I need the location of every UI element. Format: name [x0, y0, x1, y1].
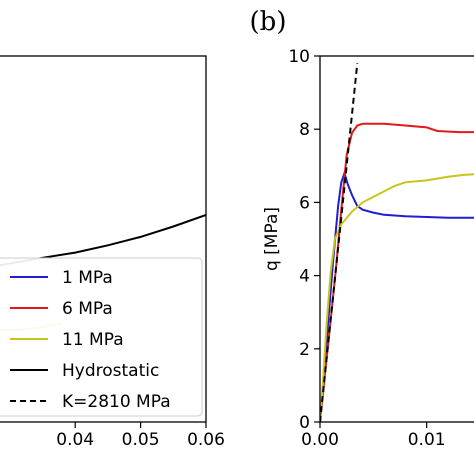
- right-x-tick-label: 0.01: [408, 430, 446, 450]
- right-y-tick-label: 6: [299, 193, 310, 213]
- left-plot-frame: [0, 55, 207, 423]
- right-plot-frame: [319, 55, 474, 423]
- right-y-axis: 0 2 4 6 8 10: [288, 47, 320, 433]
- legend: 1 MPa 6 MPa 11 MPa Hydrostatic K=2810 MPa: [0, 257, 203, 417]
- left-x-axis: 0.04 0.05 0.06: [56, 422, 225, 450]
- right-x-axis: 0.00 0.01: [301, 422, 446, 450]
- right-y-tick-label: 10: [288, 47, 310, 67]
- legend-label-k-2810-mpa: K=2810 MPa: [62, 392, 171, 412]
- right-y-tick-label: 8: [299, 120, 310, 140]
- left-x-tick-label: 0.06: [187, 430, 225, 450]
- legend-label-1-mpa: 1 MPa: [62, 268, 113, 288]
- left-x-tick-label: 0.04: [56, 430, 94, 450]
- right-y-tick-label: 4: [299, 267, 310, 287]
- left-x-tick-label: 0.05: [122, 430, 160, 450]
- right-y-tick-label: 0: [299, 413, 310, 433]
- right-x-tick-label: 0.00: [301, 430, 339, 450]
- right-y-tick-label: 2: [299, 340, 310, 360]
- left-chart: 0.04 0.05 0.06 1 MPa 6 MPa 11 MPa Hydrostatic…: [0, 55, 225, 450]
- right-chart: 0.00 0.01 0 2 4 6 8 10 q [MPa]: [262, 47, 474, 450]
- y-axis-label: q [MPa]: [262, 207, 282, 271]
- legend-label-6-mpa: 6 MPa: [62, 299, 113, 319]
- legend-box: [0, 257, 203, 417]
- right-series-layer: [320, 63, 474, 422]
- right-series-k-2810-mpa: [320, 63, 359, 422]
- right-series-6-mpa: [320, 122, 474, 422]
- legend-label-11-mpa: 11 MPa: [62, 330, 124, 350]
- right-series-11-mpa: [320, 173, 474, 422]
- panel-label: (b): [250, 7, 287, 37]
- legend-label-hydrostatic: Hydrostatic: [62, 361, 159, 381]
- right-series-1-mpa: [320, 169, 474, 422]
